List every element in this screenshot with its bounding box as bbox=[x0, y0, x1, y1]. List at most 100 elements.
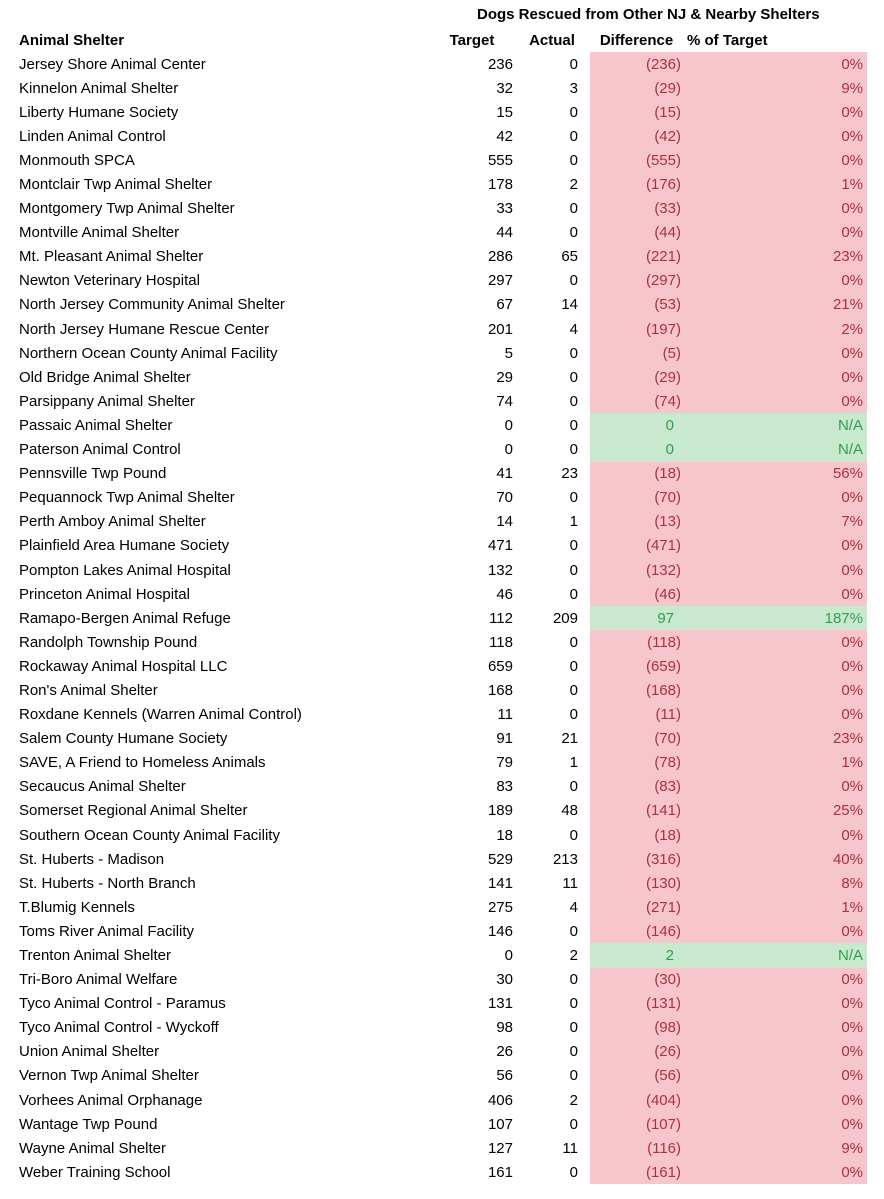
difference-cell[interactable]: (659) bbox=[590, 654, 683, 679]
pct-of-target-cell[interactable]: 9% bbox=[683, 1136, 867, 1161]
shelter-name-cell[interactable]: Linden Animal Control bbox=[19, 127, 166, 145]
actual-cell[interactable]: 0 bbox=[569, 681, 578, 699]
pct-of-target-cell[interactable]: 187% bbox=[683, 606, 867, 631]
actual-cell[interactable]: 14 bbox=[561, 296, 578, 314]
shelter-name-cell[interactable]: Pequannock Twp Animal Shelter bbox=[19, 489, 235, 507]
pct-of-target-cell[interactable]: 0% bbox=[683, 919, 867, 944]
difference-cell[interactable]: (107) bbox=[590, 1112, 683, 1137]
actual-cell[interactable]: 1 bbox=[569, 754, 578, 772]
target-cell[interactable]: 286 bbox=[487, 248, 513, 266]
difference-cell[interactable]: (26) bbox=[590, 1039, 683, 1064]
pct-of-target-cell[interactable]: 0% bbox=[683, 1039, 867, 1064]
actual-cell[interactable]: 0 bbox=[569, 826, 578, 844]
shelter-name-cell[interactable]: Salem County Humane Society bbox=[19, 730, 228, 748]
actual-cell[interactable]: 0 bbox=[569, 416, 578, 434]
difference-cell[interactable]: (33) bbox=[590, 196, 683, 221]
difference-cell[interactable]: (56) bbox=[590, 1063, 683, 1089]
shelter-name-cell[interactable]: Jersey Shore Animal Center bbox=[19, 55, 206, 73]
actual-cell[interactable]: 4 bbox=[569, 320, 578, 338]
target-cell[interactable]: 30 bbox=[496, 971, 513, 989]
shelter-name-cell[interactable]: St. Huberts - Madison bbox=[19, 850, 165, 868]
difference-cell[interactable]: 2 bbox=[590, 943, 683, 968]
shelter-name-cell[interactable]: St. Huberts - North Branch bbox=[19, 874, 196, 892]
shelter-name-cell[interactable]: Roxdane Kennels (Warren Animal Control) bbox=[19, 706, 302, 724]
shelter-name-cell[interactable]: Old Bridge Animal Shelter bbox=[19, 368, 191, 386]
actual-cell[interactable]: 1 bbox=[569, 513, 578, 531]
difference-cell[interactable]: (30) bbox=[590, 967, 683, 992]
shelter-name-cell[interactable]: Pennsville Twp Pound bbox=[19, 465, 167, 483]
difference-cell[interactable]: (18) bbox=[590, 461, 683, 486]
actual-cell[interactable]: 0 bbox=[569, 441, 578, 459]
shelter-name-cell[interactable]: Montville Animal Shelter bbox=[19, 224, 180, 242]
target-cell[interactable]: 33 bbox=[496, 200, 513, 218]
pct-of-target-cell[interactable]: 2% bbox=[683, 317, 867, 342]
target-cell[interactable]: 275 bbox=[487, 898, 513, 916]
actual-cell[interactable]: 11 bbox=[562, 874, 578, 892]
target-cell[interactable]: 46 bbox=[496, 585, 513, 603]
shelter-name-cell[interactable]: Tri-Boro Animal Welfare bbox=[19, 971, 178, 989]
difference-cell[interactable]: (555) bbox=[590, 148, 683, 173]
target-cell[interactable]: 659 bbox=[487, 657, 513, 675]
target-cell[interactable]: 98 bbox=[496, 1019, 513, 1037]
pct-of-target-cell[interactable]: 0% bbox=[683, 485, 867, 510]
difference-cell[interactable]: (5) bbox=[590, 341, 683, 366]
actual-cell[interactable]: 0 bbox=[569, 368, 578, 386]
difference-cell[interactable]: (70) bbox=[590, 726, 683, 751]
actual-cell[interactable]: 48 bbox=[561, 802, 578, 820]
actual-cell[interactable]: 0 bbox=[569, 489, 578, 507]
col-header-pct-of-target[interactable]: % of Target bbox=[687, 31, 768, 49]
pct-of-target-cell[interactable]: 0% bbox=[683, 533, 867, 558]
difference-cell[interactable]: (197) bbox=[590, 317, 683, 342]
actual-cell[interactable]: 0 bbox=[569, 537, 578, 555]
difference-cell[interactable]: (11) bbox=[590, 702, 683, 727]
actual-cell[interactable]: 209 bbox=[552, 609, 578, 627]
actual-cell[interactable]: 0 bbox=[569, 706, 578, 724]
actual-cell[interactable]: 0 bbox=[569, 103, 578, 121]
target-cell[interactable]: 406 bbox=[487, 1091, 513, 1109]
difference-cell[interactable]: (221) bbox=[590, 244, 683, 269]
shelter-name-cell[interactable]: Tyco Animal Control - Wyckoff bbox=[19, 1019, 219, 1037]
pct-of-target-cell[interactable]: 0% bbox=[683, 702, 867, 727]
actual-cell[interactable]: 0 bbox=[569, 971, 578, 989]
target-cell[interactable]: 0 bbox=[504, 441, 513, 459]
actual-cell[interactable]: 23 bbox=[561, 465, 578, 483]
shelter-name-cell[interactable]: North Jersey Humane Rescue Center bbox=[19, 320, 270, 338]
shelter-name-cell[interactable]: Tyco Animal Control - Paramus bbox=[19, 995, 226, 1013]
difference-cell[interactable]: (297) bbox=[590, 268, 683, 293]
shelter-name-cell[interactable]: Southern Ocean County Animal Facility bbox=[19, 826, 280, 844]
shelter-name-cell[interactable]: Vernon Twp Animal Shelter bbox=[19, 1067, 199, 1085]
target-cell[interactable]: 555 bbox=[487, 151, 513, 169]
shelter-name-cell[interactable]: Randolph Township Pound bbox=[19, 633, 198, 651]
pct-of-target-cell[interactable]: 0% bbox=[683, 1088, 867, 1113]
target-cell[interactable]: 91 bbox=[496, 730, 513, 748]
pct-of-target-cell[interactable]: 0% bbox=[683, 148, 867, 173]
pct-of-target-cell[interactable]: 0% bbox=[683, 1112, 867, 1137]
target-cell[interactable]: 297 bbox=[487, 272, 513, 290]
shelter-name-cell[interactable]: Pompton Lakes Animal Hospital bbox=[19, 561, 231, 579]
shelter-name-cell[interactable]: Northern Ocean County Animal Facility bbox=[19, 344, 278, 362]
target-cell[interactable]: 112 bbox=[489, 609, 513, 627]
pct-of-target-cell[interactable]: N/A bbox=[683, 943, 867, 968]
difference-cell[interactable]: (46) bbox=[590, 582, 683, 607]
shelter-name-cell[interactable]: Monmouth SPCA bbox=[19, 151, 135, 169]
pct-of-target-cell[interactable]: 0% bbox=[683, 268, 867, 293]
pct-of-target-cell[interactable]: 0% bbox=[683, 100, 867, 125]
difference-cell[interactable]: 97 bbox=[590, 606, 683, 631]
pct-of-target-cell[interactable]: 25% bbox=[683, 798, 867, 823]
shelter-name-cell[interactable]: Kinnelon Animal Shelter bbox=[19, 79, 179, 97]
target-cell[interactable]: 83 bbox=[496, 778, 513, 796]
pct-of-target-cell[interactable]: 9% bbox=[683, 76, 867, 101]
difference-cell[interactable]: (53) bbox=[590, 292, 683, 318]
actual-cell[interactable]: 0 bbox=[569, 55, 578, 73]
shelter-name-cell[interactable]: Secaucus Animal Shelter bbox=[19, 778, 186, 796]
pct-of-target-cell[interactable]: 21% bbox=[683, 292, 867, 318]
pct-of-target-cell[interactable]: 0% bbox=[683, 341, 867, 366]
difference-cell[interactable]: (44) bbox=[590, 220, 683, 245]
target-cell[interactable]: 67 bbox=[496, 296, 513, 314]
difference-cell[interactable]: (141) bbox=[590, 798, 683, 823]
target-cell[interactable]: 132 bbox=[487, 561, 513, 579]
target-cell[interactable]: 146 bbox=[487, 922, 513, 940]
shelter-name-cell[interactable]: T.Blumig Kennels bbox=[19, 898, 135, 916]
target-cell[interactable]: 189 bbox=[487, 802, 513, 820]
target-cell[interactable]: 178 bbox=[487, 176, 513, 194]
